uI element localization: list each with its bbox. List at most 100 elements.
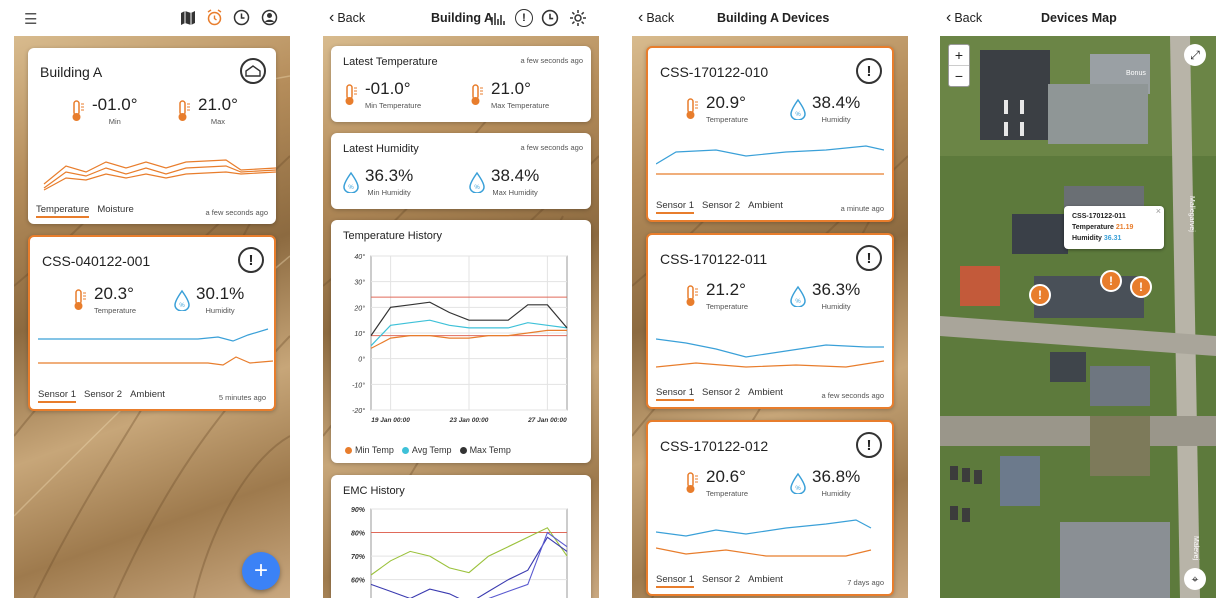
legend-max-temp: Max Temp	[459, 445, 511, 455]
top-bar: ‹ Back Building A Devices	[632, 0, 908, 36]
fullscreen-icon[interactable]: ⤢	[1184, 44, 1206, 66]
alert-icon[interactable]: !	[856, 245, 882, 271]
svg-text:%: %	[179, 303, 185, 309]
tab-sensor-1[interactable]: Sensor 1	[656, 387, 695, 401]
temperature-metric: 20.3° Temperature	[72, 285, 136, 315]
temperature-history-card: Temperature History 40° 30° 20° 10° 0° -10° -2…	[331, 220, 591, 463]
max-humidity: % 38.4% Max Humidity	[469, 167, 539, 197]
device-pin[interactable]: !	[1100, 270, 1122, 292]
tab-ambient[interactable]: Ambient	[748, 574, 783, 585]
page-title: Devices Map	[1041, 11, 1117, 25]
tab-sensor-2[interactable]: Sensor 2	[702, 200, 741, 211]
y-tick-label: 30°	[354, 279, 365, 287]
popup-device: CSS-170122-011	[1072, 213, 1126, 220]
svg-text:%: %	[348, 185, 354, 191]
tab-sensor-1[interactable]: Sensor 1	[38, 389, 77, 403]
device-card[interactable]: CSS-170122-012! 20.6° Temperature % 36.8% Hum…	[646, 420, 894, 596]
map-label-road: Malevej	[1192, 536, 1199, 561]
humidity-drop-icon: %	[469, 171, 485, 193]
top-bar: ‹ Back Building A !	[323, 0, 599, 36]
tab-sensor-1[interactable]: Sensor 1	[656, 200, 695, 214]
bar-chart-icon[interactable]	[491, 11, 505, 26]
y-tick-label: 60%	[351, 578, 366, 585]
device-card[interactable]: CSS-170122-010! 20.9° Temperature % 38.4% Hum…	[646, 46, 894, 222]
thermometer-icon	[178, 100, 190, 121]
device-popup: × CSS-170122-011 Temperature 21.19 Humid…	[1064, 206, 1164, 249]
back-button[interactable]: ‹ Back	[638, 9, 675, 26]
zoom-control: + −	[948, 44, 970, 87]
top-bar: ‹ Back Devices Map	[940, 0, 1216, 36]
close-icon[interactable]: ×	[1155, 206, 1161, 216]
zoom-out-button[interactable]: −	[954, 68, 964, 84]
alert-icon[interactable]: !	[856, 432, 882, 458]
tab-temperature[interactable]: Temperature	[36, 204, 90, 218]
locate-icon[interactable]: ⌖	[1184, 568, 1206, 590]
tab-sensor-2[interactable]: Sensor 2	[702, 574, 741, 585]
y-tick-label: 20°	[353, 304, 365, 312]
tab-sensor-2[interactable]: Sensor 2	[84, 389, 123, 400]
thermometer-icon	[686, 472, 698, 493]
thermometer-icon	[72, 100, 84, 121]
add-button[interactable]: +	[242, 552, 280, 590]
emc-history-card: EMC History 90% 80% 70% 60% 50%	[331, 475, 591, 598]
thermometer-icon	[74, 289, 86, 310]
satellite-map[interactable]: Bonus Mallegarvej Malevej + − ⤢ ⌖ × CSS-…	[940, 36, 1216, 598]
tab-sensor-2[interactable]: Sensor 2	[702, 387, 741, 398]
back-button[interactable]: ‹ Back	[329, 9, 366, 26]
humidity-drop-icon: %	[343, 171, 359, 193]
legend-avg-temp: Avg Temp	[401, 445, 452, 455]
account-icon[interactable]	[261, 9, 278, 26]
device-title: CSS-170122-012	[660, 438, 769, 454]
device-title: CSS-170122-010	[660, 64, 769, 80]
wheat-background: Building A -01.0° Min 21.0° Max Temperatur…	[14, 36, 290, 598]
device-title: CSS-170122-011	[660, 251, 768, 267]
updated-time: 7 days ago	[847, 578, 884, 587]
sensor-card[interactable]: CSS-040122-001 ! 20.3° Temperature % 30.1…	[28, 235, 276, 411]
menu-icon[interactable]: ☰	[24, 11, 38, 28]
tab-ambient[interactable]: Ambient	[748, 387, 783, 398]
device-card[interactable]: CSS-170122-011! 21.2° Temperature % 36.3% Hum…	[646, 233, 894, 409]
building-icon[interactable]	[240, 58, 266, 84]
section-heading: Latest Humidity	[343, 143, 419, 155]
clock-icon[interactable]	[233, 9, 250, 26]
gear-icon[interactable]	[569, 9, 587, 27]
alert-icon[interactable]: !	[856, 58, 882, 84]
legend-min-temp: Min Temp	[345, 445, 394, 455]
building-card[interactable]: Building A -01.0° Min 21.0° Max Temperatur…	[28, 48, 277, 224]
map-icon[interactable]	[180, 10, 196, 26]
tab-ambient[interactable]: Ambient	[130, 389, 165, 400]
tab-ambient[interactable]: Ambient	[748, 200, 783, 211]
page-title: Building A Devices	[717, 11, 830, 25]
page-title: Building A	[431, 11, 494, 25]
sensor-tabs: Sensor 1 Sensor 2 Ambient	[656, 574, 783, 588]
humidity-drop-icon: %	[174, 289, 190, 311]
x-tick-label: 19 Jan 00:00	[371, 417, 410, 424]
alert-icon[interactable]: !	[515, 9, 533, 27]
clock-icon[interactable]	[541, 9, 559, 27]
min-temperature: -01.0° Min	[70, 96, 138, 126]
device-pin[interactable]: !	[1130, 276, 1152, 298]
device-pin[interactable]: !	[1029, 284, 1051, 306]
back-button[interactable]: ‹ Back	[946, 9, 983, 26]
tab-sensor-1[interactable]: Sensor 1	[656, 574, 695, 588]
min-humidity: % 36.3% Min Humidity	[343, 167, 413, 197]
latest-humidity-card: Latest Humidity a few seconds ago % 36.3…	[331, 133, 591, 209]
screen-devices-map: ‹ Back Devices Map Bonus Mallegarvej	[940, 0, 1216, 610]
building-title: Building A	[40, 64, 103, 80]
chart-title: Temperature History	[343, 230, 443, 242]
updated-time: a minute ago	[840, 204, 884, 213]
sensor-tabs: Sensor 1 Sensor 2 Ambient	[656, 200, 783, 214]
min-temperature: -01.0° Min Temperature	[343, 80, 421, 110]
series-line-avg-temp	[370, 319, 568, 347]
device-sparkline	[656, 338, 884, 368]
chart-legend: Min Temp Avg Temp Max Temp	[345, 445, 511, 455]
y-tick-label: 80%	[351, 531, 366, 538]
tab-moisture[interactable]: Moisture	[97, 204, 134, 215]
device-sparkline	[656, 519, 872, 557]
alert-icon[interactable]: !	[238, 247, 264, 273]
zoom-in-button[interactable]: +	[949, 45, 969, 66]
latest-temperature-card: Latest Temperature a few seconds ago -01…	[331, 46, 591, 122]
alarm-icon[interactable]	[206, 9, 223, 26]
emc-series-line	[390, 531, 568, 598]
humidity-drop-icon: %	[790, 472, 806, 494]
